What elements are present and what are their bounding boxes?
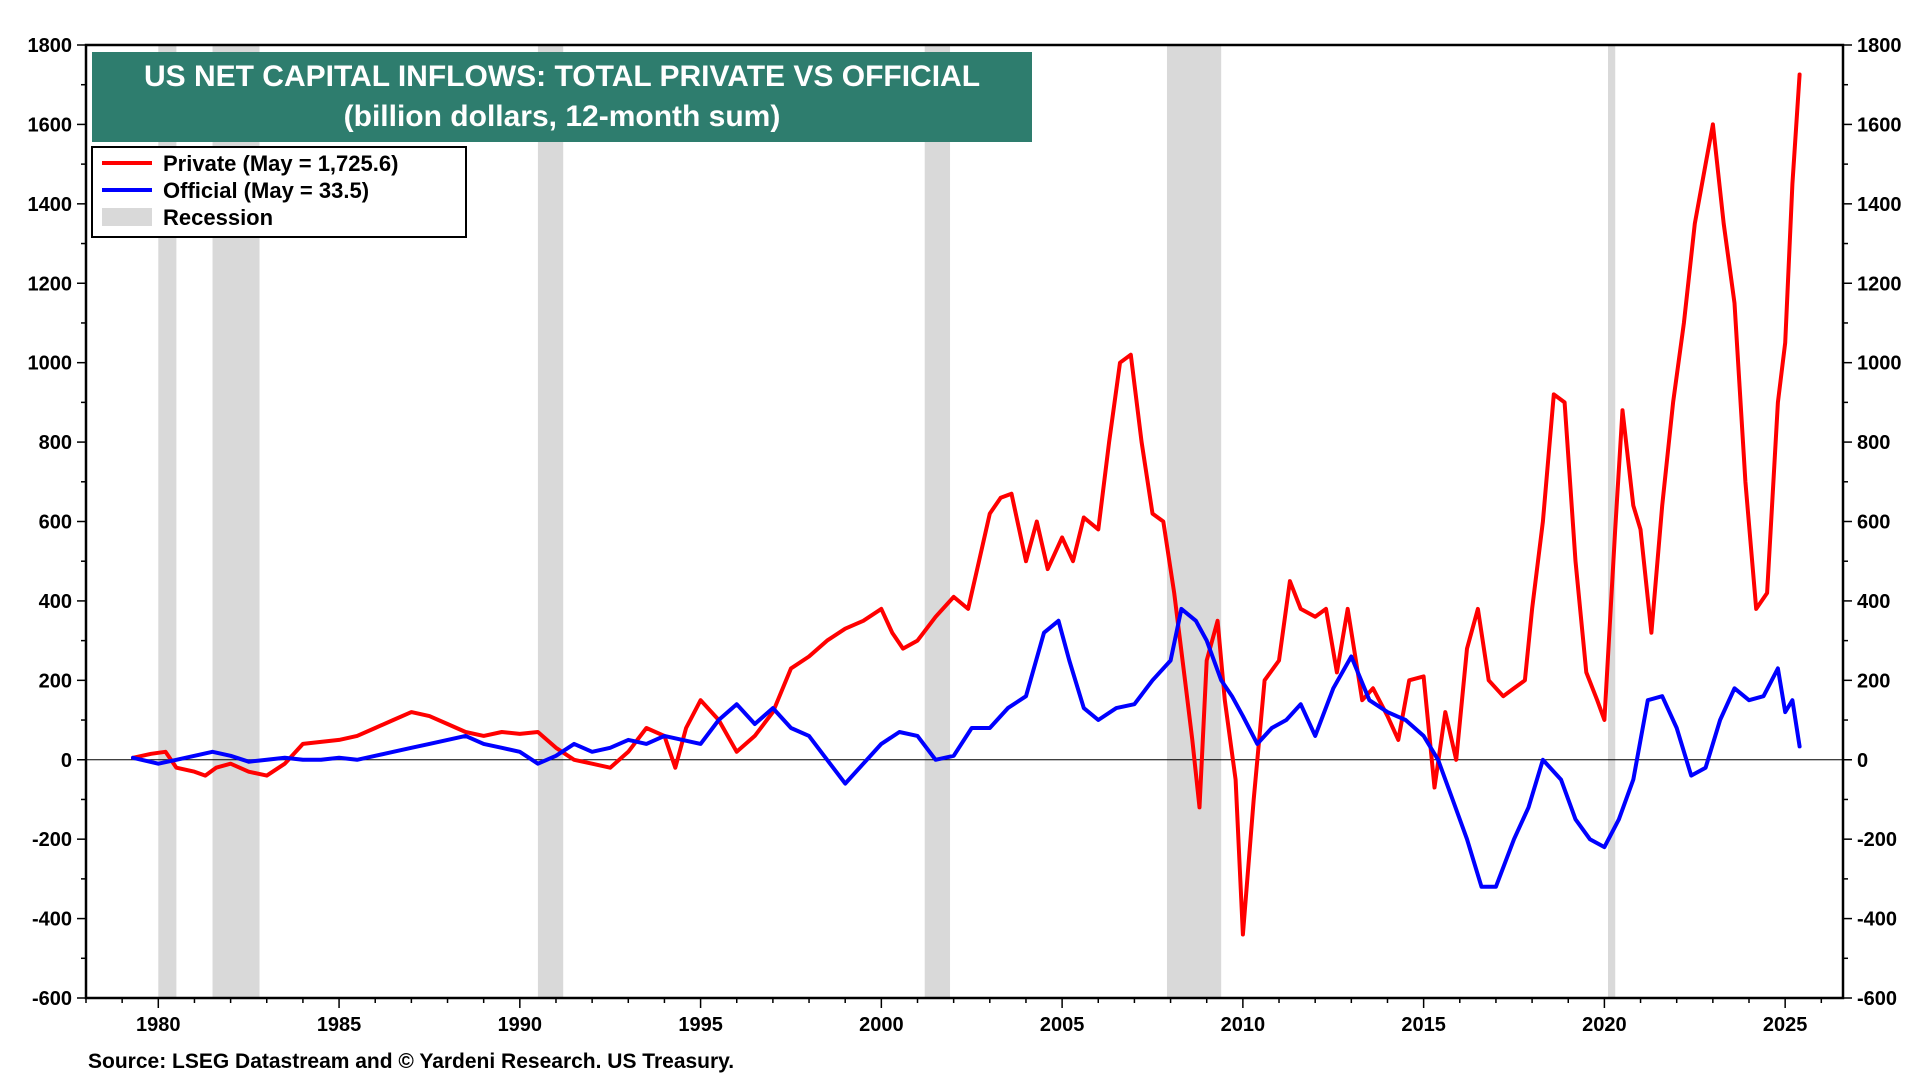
source-note: Source: LSEG Datastream and © Yardeni Re… (88, 1050, 734, 1073)
x-tick-label: 2025 (1763, 1014, 1808, 1036)
recession-bands (158, 45, 1616, 998)
series-private-line (131, 72, 1802, 937)
y-tick-label-right: 400 (1857, 591, 1890, 613)
y-tick-label-left: 1600 (28, 114, 73, 136)
y-tick-label-left: 1000 (28, 353, 73, 375)
y-tick-label-right: -200 (1857, 829, 1897, 851)
y-tick-label-left: 1800 (28, 35, 73, 57)
x-tick-label: 1985 (317, 1014, 362, 1036)
y-tick-label-right: 0 (1857, 750, 1868, 772)
y-tick-label-right: 200 (1857, 670, 1890, 692)
y-tick-label-left: 400 (39, 591, 72, 613)
x-tick-label: 1990 (498, 1014, 543, 1036)
x-tick-label: 1995 (678, 1014, 723, 1036)
y-tick-label-right: 1400 (1857, 194, 1902, 216)
y-tick-label-right: 1000 (1857, 353, 1902, 375)
y-tick-label-left: 800 (39, 432, 72, 454)
recession-band (537, 45, 564, 998)
legend: Private (May = 1,725.6) Official (May = … (91, 146, 467, 238)
legend-label-official: Official (May = 33.5) (163, 178, 369, 203)
x-tick-label: 2000 (859, 1014, 904, 1036)
y-tick-label-right: 1800 (1857, 35, 1902, 57)
bottom-axis: 1980 1985 1990 1995 2000 2005 2010 2015 2020 2025 (85, 998, 1823, 1036)
chart-subtitle: (billion dollars, 12-month sum) (344, 100, 781, 133)
x-tick-label: 2020 (1582, 1014, 1627, 1036)
y-tick-label-left: 600 (39, 512, 72, 534)
y-tick-label-right: 600 (1857, 512, 1890, 534)
chart-title: US NET CAPITAL INFLOWS: TOTAL PRIVATE VS… (144, 60, 980, 93)
x-tick-label: 2005 (1040, 1014, 1085, 1036)
y-tick-label-left: 1200 (28, 273, 73, 295)
x-tick-label: 1980 (136, 1014, 181, 1036)
recession-band (924, 45, 951, 998)
x-tick-label: 2010 (1221, 1014, 1266, 1036)
y-tick-label-right: 800 (1857, 432, 1890, 454)
left-axis: -600 -400 -200 0 200 400 600 800 1000 1200 1400 160… (28, 35, 86, 1010)
legend-label-private: Private (May = 1,725.6) (163, 151, 398, 176)
y-tick-label-right: 1200 (1857, 273, 1902, 295)
y-tick-label-right: 1600 (1857, 114, 1902, 136)
x-tick-label: 2015 (1401, 1014, 1446, 1036)
legend-swatch-recession (102, 208, 152, 226)
y-tick-label-right: -600 (1857, 988, 1897, 1010)
series-official-line (131, 606, 1802, 889)
y-tick-label-right: -400 (1857, 909, 1897, 931)
title-box (92, 52, 1032, 142)
series-layer (131, 72, 1802, 937)
y-tick-label-left: -200 (32, 829, 72, 851)
y-tick-label-left: 200 (39, 670, 72, 692)
right-axis: -600 -400 -200 0 200 400 600 800 1000 1200 1400 160… (1843, 35, 1902, 1010)
y-tick-label-left: 0 (61, 750, 72, 772)
recession-band (1608, 45, 1616, 998)
y-tick-label-left: -400 (32, 909, 72, 931)
y-tick-label-left: -600 (32, 988, 72, 1010)
recession-band (1166, 45, 1222, 998)
legend-label-recession: Recession (163, 205, 273, 230)
legend-box (91, 146, 467, 238)
y-tick-label-left: 1400 (28, 194, 73, 216)
